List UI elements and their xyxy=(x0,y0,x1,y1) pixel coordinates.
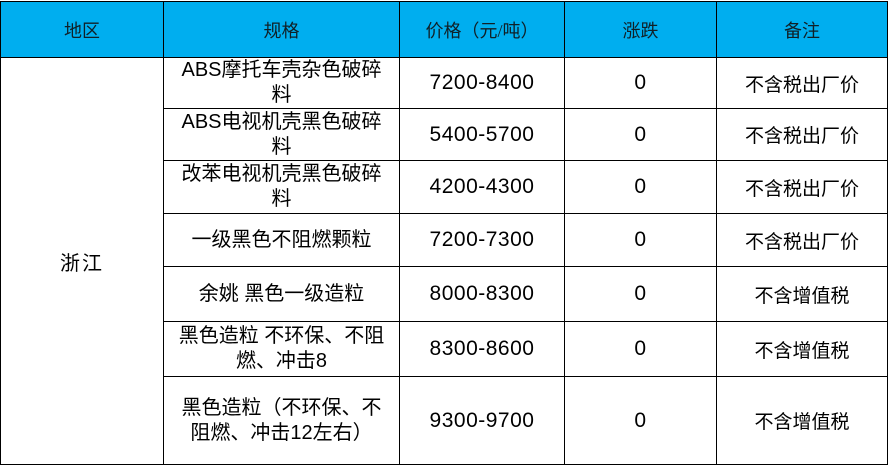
spec-cell: ABS摩托车壳杂色破碎料 xyxy=(163,57,400,109)
price-cell: 4200-4300 xyxy=(399,160,565,214)
change-cell: 0 xyxy=(564,108,717,161)
header-spec: 规格 xyxy=(163,1,400,58)
spec-cell: 黑色造粒 不环保、不阻燃、冲击8 xyxy=(163,321,400,377)
price-cell: 7200-8400 xyxy=(399,57,565,109)
table-row: ABS电视机壳黑色破碎料 5400-5700 0 不含税出厂价 xyxy=(1,108,888,161)
note-cell: 不含增值税 xyxy=(716,321,888,377)
header-price: 价格（元/吨） xyxy=(399,1,565,58)
spec-cell: ABS电视机壳黑色破碎料 xyxy=(163,108,400,161)
change-cell: 0 xyxy=(564,213,717,267)
table-row: 黑色造粒 不环保、不阻燃、冲击8 8300-8600 0 不含增值税 xyxy=(1,321,888,377)
change-cell: 0 xyxy=(564,57,717,109)
note-cell: 不含增值税 xyxy=(716,266,888,322)
price-cell: 8300-8600 xyxy=(399,321,565,377)
table-row: 黑色造粒（不环保、不阻燃、冲击12左右） 9300-9700 0 不含增值税 xyxy=(1,376,888,465)
price-cell: 7200-7300 xyxy=(399,213,565,267)
change-cell: 0 xyxy=(564,160,717,214)
note-cell: 不含税出厂价 xyxy=(716,57,888,109)
table-row: 一级黑色不阻燃颗粒 7200-7300 0 不含税出厂价 xyxy=(1,213,888,267)
price-cell: 8000-8300 xyxy=(399,266,565,322)
table-header-row: 地区 规格 价格（元/吨） 涨跌 备注 xyxy=(0,1,888,58)
spec-cell: 黑色造粒（不环保、不阻燃、冲击12左右） xyxy=(163,376,400,465)
note-cell: 不含税出厂价 xyxy=(716,160,888,214)
spec-cell: 改苯电视机壳黑色破碎料 xyxy=(163,160,400,214)
region-cell: 浙江 xyxy=(0,57,164,465)
table-row: 改苯电视机壳黑色破碎料 4200-4300 0 不含税出厂价 xyxy=(1,160,888,214)
note-cell: 不含税出厂价 xyxy=(716,108,888,161)
header-note: 备注 xyxy=(716,1,888,58)
header-region: 地区 xyxy=(0,1,164,58)
price-cell: 5400-5700 xyxy=(399,108,565,161)
header-change: 涨跌 xyxy=(564,1,717,58)
spec-cell: 一级黑色不阻燃颗粒 xyxy=(163,213,400,267)
table-row: 余姚 黑色一级造粒 8000-8300 0 不含增值税 xyxy=(1,266,888,322)
spec-cell: 余姚 黑色一级造粒 xyxy=(163,266,400,322)
note-cell: 不含增值税 xyxy=(716,376,888,465)
table-row: 浙江 ABS摩托车壳杂色破碎料 7200-8400 0 不含税出厂价 xyxy=(0,57,888,465)
price-cell: 9300-9700 xyxy=(399,376,565,465)
change-cell: 0 xyxy=(564,321,717,377)
note-cell: 不含税出厂价 xyxy=(716,213,888,267)
change-cell: 0 xyxy=(564,266,717,322)
change-cell: 0 xyxy=(564,376,717,465)
